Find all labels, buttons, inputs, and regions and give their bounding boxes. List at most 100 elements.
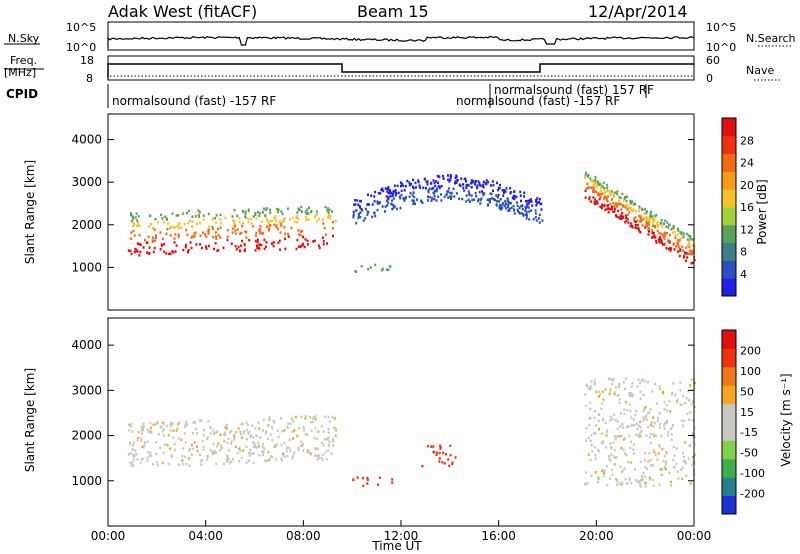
- scatter-cell: [481, 191, 484, 195]
- scatter-cell: [442, 451, 445, 455]
- scatter-cell: [596, 481, 599, 484]
- scatter-cell: [141, 428, 144, 431]
- scatter-cell: [603, 203, 606, 207]
- scatter-cell: [392, 206, 395, 209]
- scatter-cell: [245, 461, 248, 465]
- scatter-cell: [392, 203, 395, 207]
- scatter-cell: [217, 248, 220, 252]
- scatter-cell: [234, 445, 237, 449]
- scatter-cell: [201, 439, 204, 443]
- scatter-cell: [315, 220, 318, 223]
- scatter-cell: [433, 198, 436, 201]
- scatter-cell: [627, 460, 629, 464]
- scatter-cell: [247, 209, 250, 213]
- scatter-cell: [183, 455, 186, 458]
- scatter-cell: [660, 221, 662, 225]
- scatter-cell: [649, 214, 652, 218]
- scatter-cell: [667, 247, 670, 251]
- scatter-cell: [307, 450, 310, 453]
- scatter-cell: [462, 186, 465, 190]
- scatter-cell: [613, 391, 616, 394]
- scatter-cell: [209, 432, 212, 435]
- scatter-cell: [334, 434, 337, 437]
- scatter-cell: [616, 190, 619, 193]
- scatter-cell: [238, 217, 241, 220]
- scatter-cell: [169, 234, 172, 237]
- scatter-cell: [589, 416, 592, 420]
- scatter-cell: [647, 411, 650, 414]
- scatter-cell: [366, 210, 369, 213]
- scatter-cell: [281, 430, 284, 433]
- scatter-cell: [694, 381, 696, 385]
- scatter-cell: [603, 469, 606, 472]
- scatter-cell: [334, 417, 337, 420]
- scatter-cell: [649, 441, 652, 445]
- scatter-cell: [523, 191, 526, 195]
- scatter-cell: [298, 233, 301, 236]
- scatter-cell: [386, 204, 389, 207]
- scatter-cell: [409, 191, 412, 195]
- scatter-cell: [637, 424, 640, 428]
- scatter-cell: [198, 222, 201, 225]
- scatter-cell: [305, 218, 308, 222]
- scatter-cell: [289, 422, 292, 426]
- scatter-cell: [667, 239, 670, 242]
- scatter-cell: [237, 427, 240, 430]
- scatter-cell: [509, 187, 512, 190]
- scatter-cell: [206, 435, 209, 439]
- nsky-panel: [107, 21, 695, 51]
- scatter-cell: [600, 206, 603, 209]
- scatter-cell: [219, 213, 222, 217]
- scatter-cell: [613, 463, 616, 466]
- scatter-cell: [226, 235, 229, 238]
- scatter-cell: [467, 184, 470, 187]
- scatter-cell: [663, 421, 666, 425]
- scatter-cell: [609, 415, 612, 418]
- scatter-cell: [610, 453, 613, 456]
- scatter-cell: [611, 383, 614, 386]
- scatter-cell: [328, 208, 331, 212]
- scatter-cell: [621, 422, 624, 426]
- scatter-cell: [651, 421, 654, 424]
- scatter-cell: [202, 434, 205, 437]
- scatter-cell: [655, 222, 658, 226]
- scatter-cell: [425, 186, 427, 190]
- scatter-cell: [645, 220, 648, 223]
- scatter-cell: [634, 413, 637, 417]
- scatter-cell: [606, 195, 609, 198]
- colorbar-tick-label: -100: [740, 467, 765, 480]
- scatter-cell: [205, 247, 208, 250]
- scatter-cell: [314, 418, 317, 421]
- scatter-cell: [154, 236, 157, 240]
- scatter-cell: [150, 426, 153, 430]
- scatter-cell: [315, 447, 318, 451]
- scatter-cell: [482, 183, 485, 187]
- scatter-cell: [665, 450, 668, 454]
- scatter-cell: [639, 420, 642, 423]
- ytick-label: 3000: [71, 175, 102, 189]
- scatter-cell: [177, 235, 180, 239]
- scatter-cell: [426, 183, 429, 186]
- scatter-cell: [663, 222, 665, 225]
- scatter-cell: [461, 197, 464, 201]
- scatter-cell: [156, 461, 159, 464]
- scatter-cell: [207, 244, 210, 248]
- scatter-cell: [504, 202, 507, 205]
- scatter-cell: [659, 387, 662, 391]
- scatter-cell: [308, 206, 310, 209]
- scatter-cell: [593, 383, 596, 386]
- scatter-cell: [609, 388, 612, 391]
- scatter-cell: [262, 429, 265, 432]
- scatter-cell: [534, 212, 537, 215]
- scatter-cell: [267, 221, 270, 225]
- scatter-cell: [637, 435, 640, 439]
- scatter-cell: [668, 233, 671, 237]
- scatter-cell: [253, 442, 256, 445]
- scatter-cell: [167, 222, 169, 225]
- scatter-cell: [679, 248, 682, 251]
- scatter-cell: [169, 428, 172, 432]
- scatter-cell: [639, 435, 642, 438]
- scatter-cell: [301, 230, 304, 233]
- scatter-cell: [180, 226, 183, 229]
- scatter-cell: [255, 231, 258, 235]
